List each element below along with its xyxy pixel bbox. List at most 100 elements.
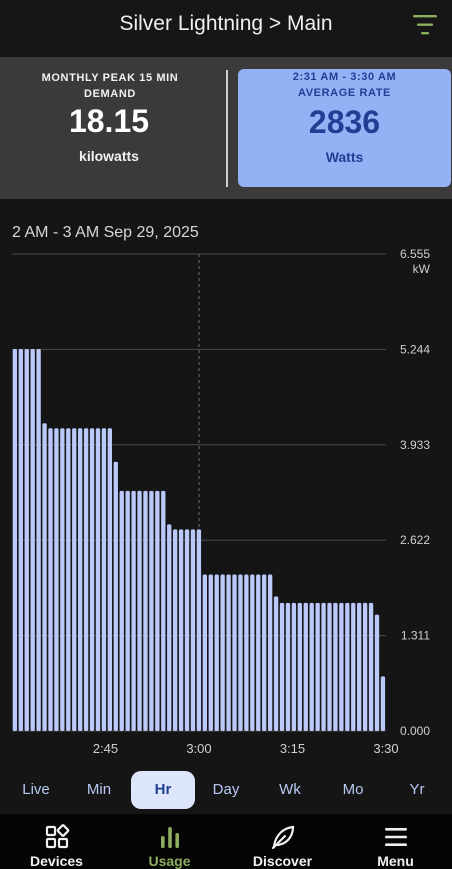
x-tick-label: 3:00 — [186, 741, 211, 756]
chart-bar — [161, 490, 166, 731]
leaf-icon — [271, 825, 294, 850]
chart-bar — [107, 428, 113, 731]
rate-label: AVERAGE RATE — [298, 87, 391, 99]
chart-bar — [54, 428, 59, 731]
chart-bar — [315, 602, 320, 731]
nav-menu[interactable]: Menu — [339, 814, 452, 869]
chart-bar — [95, 428, 101, 731]
nav-discover-label: Discover — [252, 853, 313, 869]
x-tick-label: 2:45 — [93, 741, 118, 756]
range-tabs: Live Min Hr Day Wk Mo Yr — [0, 770, 452, 814]
chart-bar — [285, 602, 291, 731]
chart-bar — [238, 574, 243, 731]
chart-bar — [333, 602, 338, 731]
chart-bar — [321, 602, 326, 731]
chart-bar — [208, 574, 213, 731]
summary-panel: MONTHLY PEAK 15 MIN DEMAND 18.15 kilowat… — [0, 57, 452, 199]
tab-min[interactable]: Min — [86, 781, 112, 798]
chart-bar — [66, 428, 71, 731]
nav-menu-label: Menu — [377, 853, 414, 869]
y-tick-label: 0.000 — [400, 724, 430, 738]
chart-bar — [297, 602, 302, 731]
nav-devices-label: Devices — [30, 853, 83, 869]
tab-day[interactable]: Day — [212, 781, 240, 798]
rate-value: 2836 — [308, 104, 381, 140]
chart-bar — [155, 490, 160, 731]
chart-bar — [351, 602, 356, 731]
chart-bar — [24, 348, 29, 731]
chart-bar — [196, 529, 202, 731]
chart-bar — [113, 461, 118, 731]
tab-mo[interactable]: Mo — [342, 781, 364, 798]
y-unit-label: kW — [413, 262, 431, 276]
bottom-nav: Devices Usage Discover Men — [0, 814, 452, 869]
chart-bar — [267, 574, 273, 731]
chart-period-label: 2 AM - 3 AM Sep 29, 2025 — [12, 224, 199, 241]
chart-bar — [60, 428, 65, 731]
filter-button[interactable] — [408, 12, 442, 38]
peak-demand-unit: kilowatts — [79, 148, 139, 164]
average-rate-card[interactable]: 2:31 AM - 3:30 AM AVERAGE RATE 2836 Watt… — [238, 69, 451, 187]
chart-bar — [362, 602, 368, 731]
x-tick-label: 3:15 — [280, 741, 305, 756]
peak-demand-label: MONTHLY PEAK 15 MIN DEMAND — [41, 72, 179, 100]
rate-time-range: 2:31 AM - 3:30 AM — [292, 71, 397, 83]
chart-bar — [178, 529, 184, 731]
chart-bar — [137, 490, 142, 731]
usage-chart-area: 0.000 1.311 2.622 3.933 5.244 6.555 kW 2:45 3:00… — [0, 199, 452, 770]
usage-icon — [160, 827, 179, 848]
tab-hr[interactable]: Hr — [131, 771, 195, 809]
chart-bar — [291, 602, 297, 731]
chart-bar — [101, 428, 107, 731]
chart-bar — [83, 428, 89, 731]
chart-bar — [244, 574, 249, 731]
chart-bar — [190, 529, 196, 731]
x-tick-label: 3:30 — [373, 741, 398, 756]
filter-icon — [413, 15, 437, 35]
chart-bar — [89, 428, 95, 731]
chart-bar — [167, 524, 172, 731]
chart-bar — [368, 602, 374, 731]
chart-bar — [262, 574, 267, 731]
chart-bar — [42, 423, 47, 731]
y-tick-label: 3.933 — [400, 438, 430, 452]
chart-bar — [214, 574, 219, 731]
devices-icon — [45, 824, 69, 849]
chart-bar — [12, 348, 18, 731]
y-tick-label: 6.555 — [400, 247, 430, 261]
y-tick-label: 1.311 — [401, 629, 430, 643]
peak-demand-card: MONTHLY PEAK 15 MIN DEMAND 18.15 kilowat… — [0, 57, 226, 199]
page-title: Silver Lightning > Main — [119, 12, 333, 35]
chart-bar — [232, 574, 237, 731]
chart-bar — [172, 529, 178, 731]
chart-bar — [374, 614, 380, 731]
chart-bar — [279, 602, 285, 731]
chart-bar — [202, 574, 208, 731]
chart-bar — [256, 574, 261, 731]
nav-discover[interactable]: Discover — [226, 814, 339, 869]
chart-bar — [273, 596, 279, 731]
chart-bar — [220, 574, 225, 731]
chart-bar — [357, 602, 362, 731]
summary-divider — [226, 70, 228, 187]
chart-bar — [18, 348, 23, 731]
chart-bar — [380, 676, 386, 731]
chart-bar — [339, 602, 344, 731]
chart-bar — [119, 490, 124, 731]
chart-bar — [72, 428, 77, 731]
chart-bar — [250, 574, 255, 731]
menu-icon — [384, 828, 407, 846]
tab-live[interactable]: Live — [22, 781, 50, 798]
nav-usage[interactable]: Usage — [113, 814, 226, 869]
tab-wk[interactable]: Wk — [279, 781, 301, 798]
chart-bar — [143, 490, 148, 731]
chart-bar — [345, 602, 350, 731]
app-header: Silver Lightning > Main — [0, 0, 452, 57]
nav-usage-label: Usage — [148, 853, 191, 869]
nav-devices[interactable]: Devices — [0, 814, 113, 869]
chart-bar — [125, 490, 130, 731]
chart-bar — [149, 490, 154, 731]
tab-yr[interactable]: Yr — [409, 781, 425, 798]
rate-unit: Watts — [325, 149, 364, 165]
